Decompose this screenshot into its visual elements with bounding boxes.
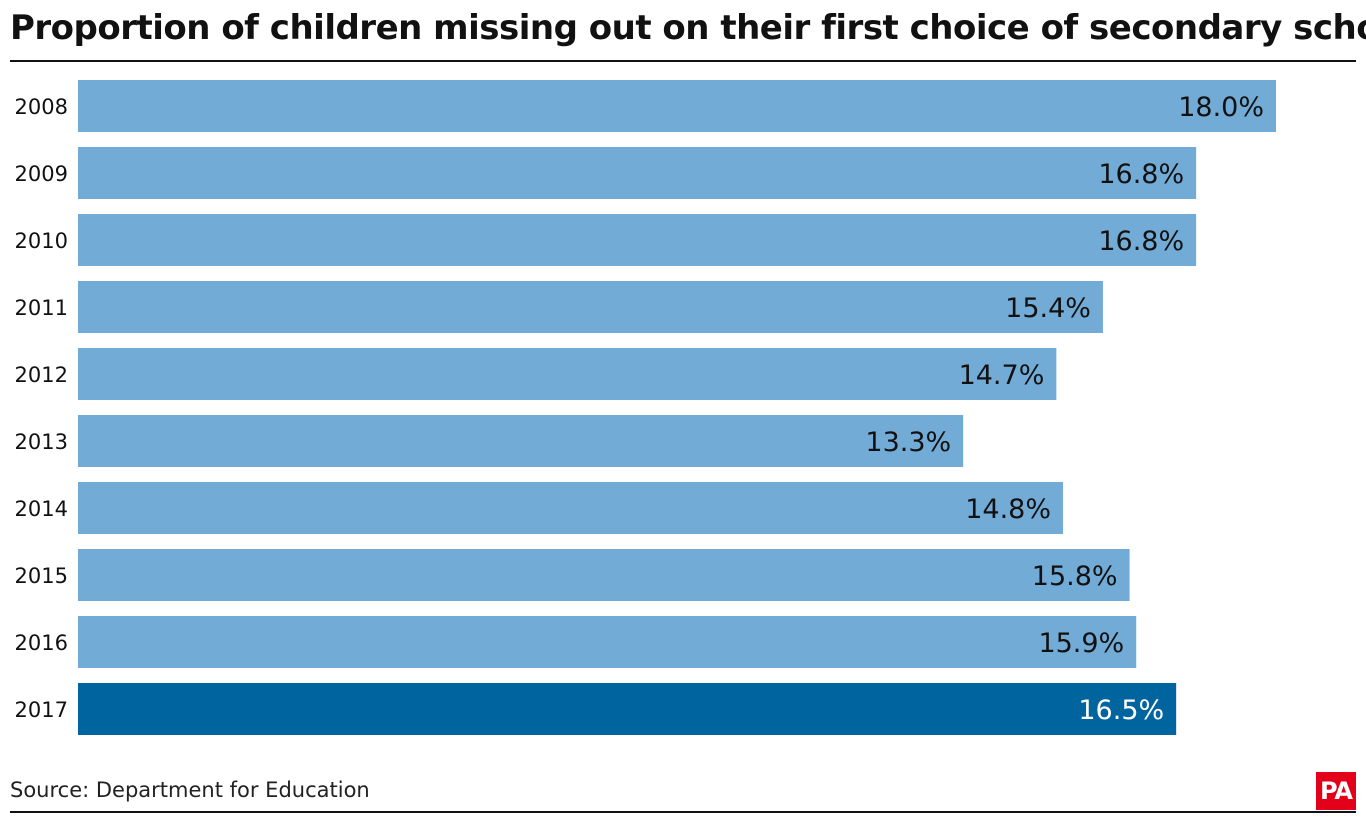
bar [78,683,1177,735]
bar-chart: 2008 18.0% 2009 16.8% 2010 16.8% 2011 15.4% 2012… [15,80,1276,735]
data-label: 16.8% [1098,226,1184,257]
y-tick-label: 2011 [15,296,68,320]
y-tick-label: 2008 [15,95,68,119]
bar [78,281,1103,333]
data-label: 16.8% [1098,159,1184,190]
data-label: 16.5% [1078,695,1164,726]
data-label: 13.3% [865,427,951,458]
y-tick-label: 2014 [15,497,68,521]
data-label: 15.8% [1032,561,1118,592]
y-tick-label: 2010 [15,229,68,253]
data-label: 14.8% [965,494,1051,525]
y-tick-label: 2012 [15,363,68,387]
pa-logo: PA [1316,772,1356,810]
data-label: 14.7% [959,360,1045,391]
y-tick-label: 2013 [15,430,68,454]
bar [78,80,1276,132]
y-tick-label: 2016 [15,631,68,655]
bar [78,482,1064,534]
y-tick-label: 2015 [15,564,68,588]
data-label: 15.9% [1038,628,1124,659]
bar [78,348,1057,400]
y-tick-label: 2009 [15,162,68,186]
footer-divider [10,811,1356,813]
bar [78,214,1197,266]
bar [78,147,1197,199]
bar [78,415,964,467]
source-note: Source: Department for Education [10,778,370,802]
bar [78,549,1130,601]
data-label: 15.4% [1005,293,1091,324]
chart-title: Proportion of children missing out on th… [10,8,1366,48]
data-label: 18.0% [1178,92,1264,123]
y-tick-label: 2017 [15,698,68,722]
bar [78,616,1137,668]
title-divider [10,60,1356,62]
